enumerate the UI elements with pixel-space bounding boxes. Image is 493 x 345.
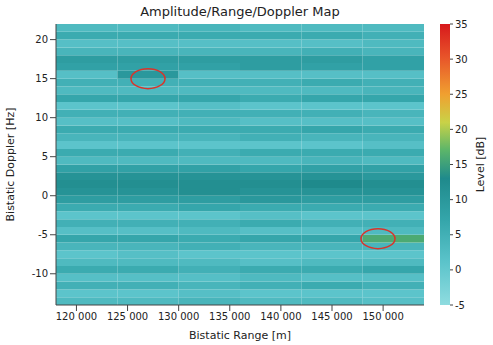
svg-text:0: 0 (42, 190, 48, 201)
svg-text:35: 35 (455, 19, 468, 30)
svg-text:-10: -10 (32, 268, 48, 279)
svg-text:20: 20 (35, 34, 48, 45)
svg-text:130 000: 130 000 (158, 311, 199, 322)
svg-text:15: 15 (455, 159, 468, 170)
svg-text:125 000: 125 000 (107, 311, 148, 322)
html-text:Amplitude/Range/Doppler Map: Amplitude/Range/Doppler Map (140, 4, 340, 19)
svg-text:Level [dB]: Level [dB] (474, 137, 487, 193)
svg-text:5: 5 (455, 229, 461, 240)
svg-text:Bistatic Range [m]: Bistatic Range [m] (189, 329, 291, 342)
svg-text:20: 20 (455, 124, 468, 135)
svg-text:10: 10 (35, 112, 48, 123)
svg-text:10: 10 (455, 194, 468, 205)
svg-text:145 000: 145 000 (311, 311, 352, 322)
svg-text:-5: -5 (38, 229, 48, 240)
svg-text:30: 30 (455, 54, 468, 65)
svg-text:140 000: 140 000 (260, 311, 301, 322)
svg-text:15: 15 (35, 73, 48, 84)
svg-text:135 000: 135 000 (209, 311, 250, 322)
svg-text:0: 0 (455, 264, 461, 275)
svg-text:120 000: 120 000 (56, 311, 97, 322)
svg-text:150 000: 150 000 (362, 311, 403, 322)
svg-text:Bistatic Doppler [Hz]: Bistatic Doppler [Hz] (4, 108, 17, 222)
svg-text:25: 25 (455, 89, 468, 100)
svg-text:5: 5 (42, 151, 48, 162)
svg-text:-5: -5 (455, 300, 465, 311)
